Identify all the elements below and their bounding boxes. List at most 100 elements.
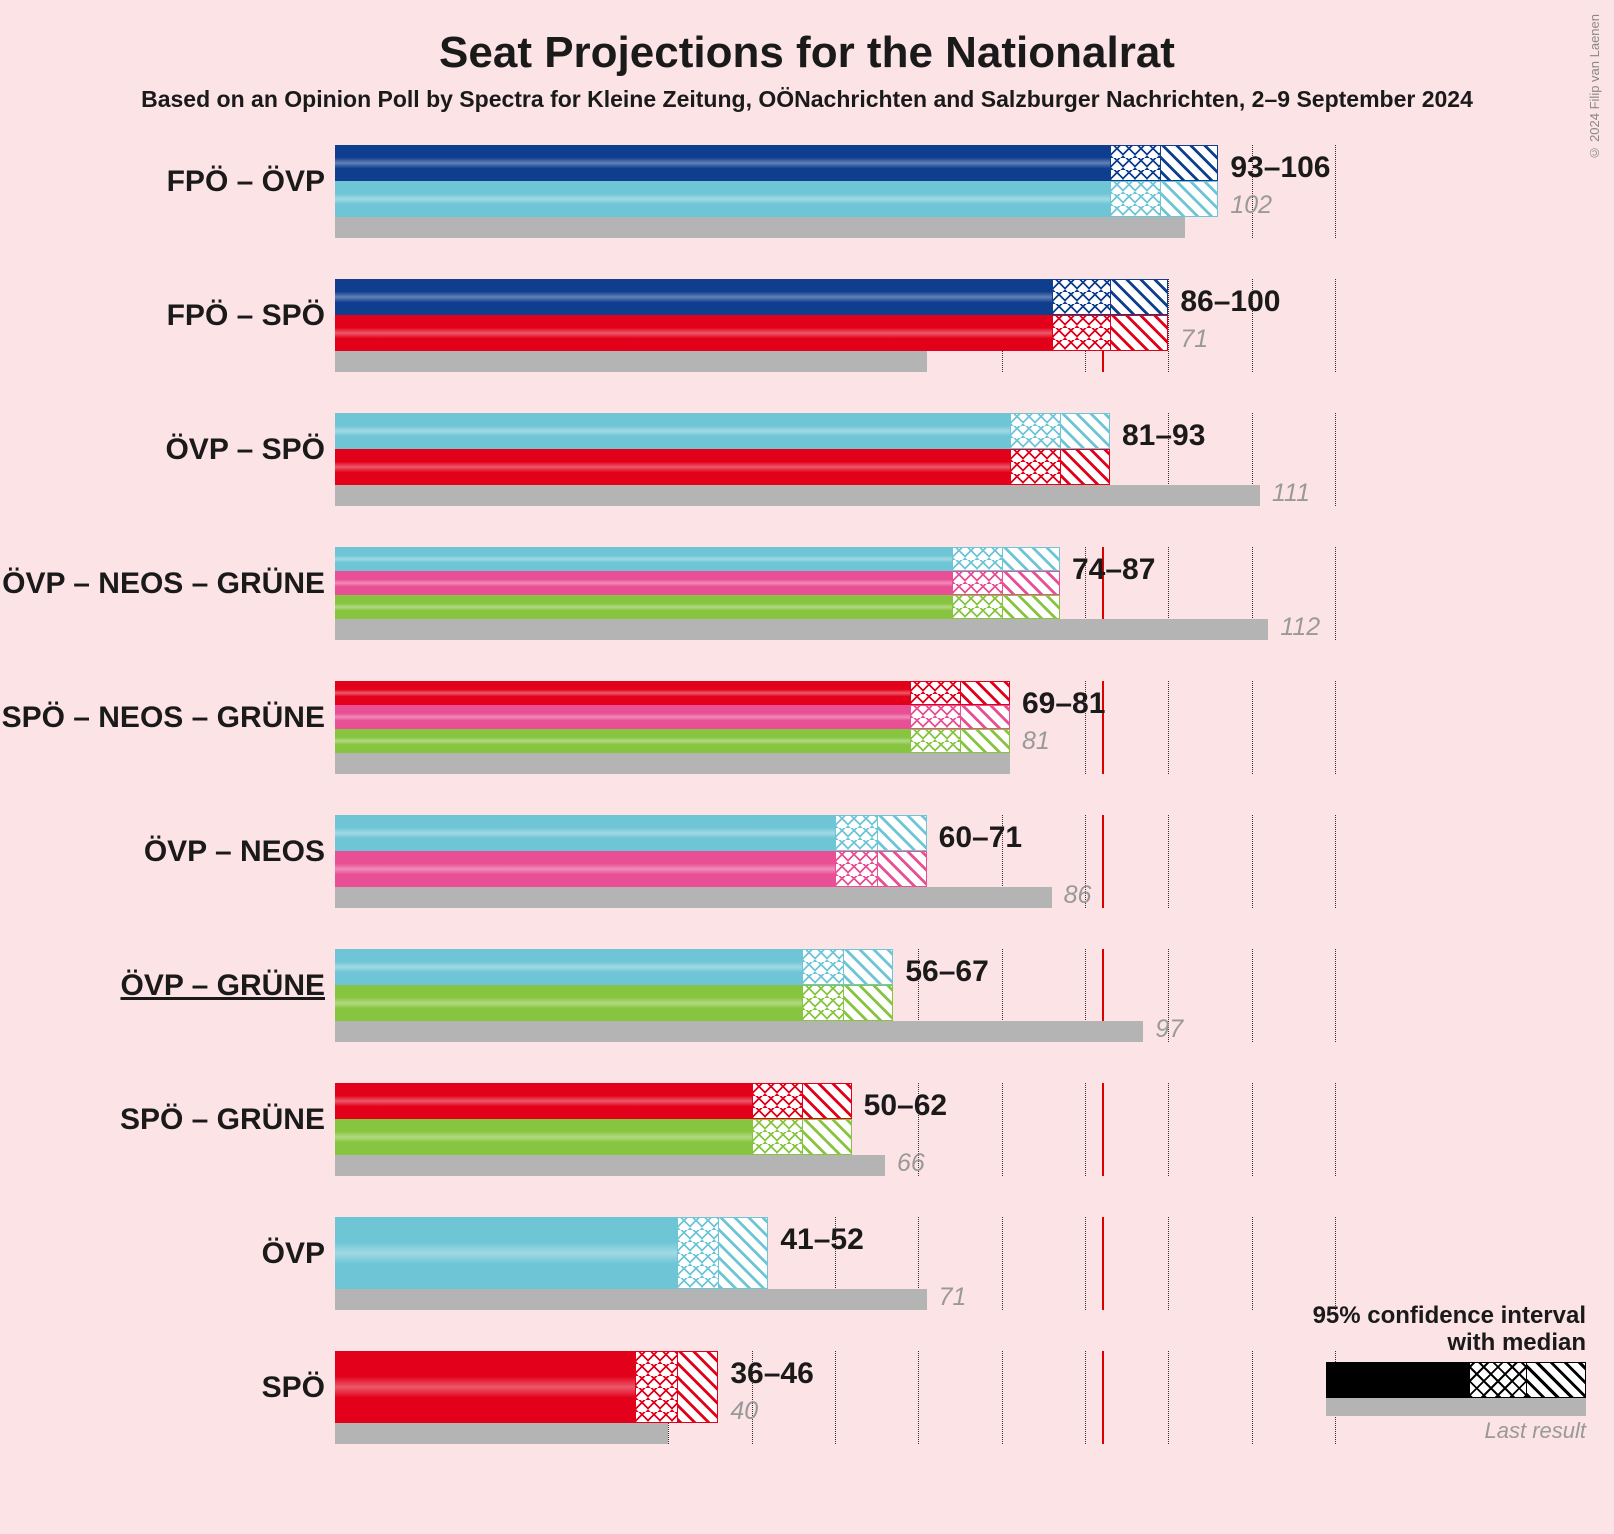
chart-subtitle: Based on an Opinion Poll by Spectra for … — [0, 78, 1614, 113]
projection-bar — [335, 705, 910, 729]
projection-bar — [335, 681, 910, 705]
projection-bar — [335, 595, 952, 619]
range-label: 69–81 — [1022, 687, 1105, 721]
gridline — [1335, 815, 1336, 908]
last-result-bar — [335, 753, 1010, 774]
range-label: 86–100 — [1180, 285, 1280, 319]
gridline — [1252, 1217, 1253, 1310]
gridline — [1085, 1351, 1086, 1444]
gridline — [1168, 1217, 1169, 1310]
range-label: 36–46 — [730, 1357, 813, 1391]
legend-line-2: with median — [1313, 1330, 1586, 1356]
last-result-label: 102 — [1230, 191, 1272, 220]
coalition-row: FPÖ – SPÖ86–10071 — [335, 279, 1335, 389]
coalition-label: SPÖ – GRÜNE — [120, 1103, 325, 1137]
majority-line — [1102, 1351, 1104, 1444]
coalition-label: SPÖ – NEOS – GRÜNE — [2, 701, 325, 735]
gridline — [1168, 681, 1169, 774]
majority-line — [1102, 815, 1104, 908]
range-label: 60–71 — [939, 821, 1022, 855]
gridline — [1335, 1083, 1336, 1176]
coalition-row: FPÖ – ÖVP93–106102 — [335, 145, 1335, 255]
gridline — [1335, 547, 1336, 640]
last-result-label: 81 — [1022, 727, 1050, 756]
coalition-row: ÖVP – SPÖ81–93111 — [335, 413, 1335, 523]
gridline — [1168, 815, 1169, 908]
gridline — [1335, 145, 1336, 238]
projection-bar — [335, 413, 1010, 449]
legend-last-label: Last result — [1313, 1418, 1586, 1444]
range-label: 74–87 — [1072, 553, 1155, 587]
gridline — [1002, 1083, 1003, 1176]
projection-bar — [335, 547, 952, 571]
projection-bar — [335, 279, 1052, 315]
last-result-bar — [335, 485, 1260, 506]
gridline — [1168, 1351, 1169, 1444]
last-result-bar — [335, 619, 1268, 640]
coalition-label: SPÖ — [262, 1371, 325, 1405]
legend-last-bar — [1326, 1398, 1586, 1416]
last-result-bar — [335, 1289, 927, 1310]
gridline — [1252, 949, 1253, 1042]
coalition-row: ÖVP – NEOS60–7186 — [335, 815, 1335, 925]
gridline — [1252, 681, 1253, 774]
coalition-label: FPÖ – SPÖ — [167, 299, 325, 333]
legend-line-1: 95% confidence interval — [1313, 1303, 1586, 1329]
projection-bar — [335, 949, 802, 985]
gridline — [835, 1351, 836, 1444]
last-result-bar — [335, 887, 1052, 908]
coalition-label: FPÖ – ÖVP — [167, 165, 325, 199]
gridline — [1252, 815, 1253, 908]
gridline — [1085, 1217, 1086, 1310]
coalition-row: ÖVP – GRÜNE56–6797 — [335, 949, 1335, 1059]
projection-bar — [335, 1083, 752, 1119]
coalition-label: ÖVP – NEOS – GRÜNE — [2, 567, 325, 601]
gridline — [1335, 279, 1336, 372]
gridline — [1168, 279, 1169, 372]
projection-bar — [335, 449, 1010, 485]
coalition-label: ÖVP — [262, 1237, 325, 1271]
last-result-bar — [335, 351, 927, 372]
last-result-label: 112 — [1280, 613, 1320, 642]
last-result-label: 86 — [1064, 881, 1092, 910]
last-result-bar — [335, 1155, 885, 1176]
last-result-label: 71 — [1180, 325, 1208, 354]
coalition-row: ÖVP – NEOS – GRÜNE74–87112 — [335, 547, 1335, 657]
gridline — [1335, 949, 1336, 1042]
last-result-bar — [335, 217, 1185, 238]
gridline — [1002, 1217, 1003, 1310]
gridline — [1002, 1351, 1003, 1444]
coalition-label: ÖVP – NEOS — [144, 835, 325, 869]
projection-bar — [335, 851, 835, 887]
gridline — [1335, 1217, 1336, 1310]
last-result-bar — [335, 1021, 1143, 1042]
coalition-row: SPÖ – GRÜNE50–6266 — [335, 1083, 1335, 1193]
projection-bar — [335, 145, 1110, 181]
gridline — [1252, 1351, 1253, 1444]
coalition-label: ÖVP – GRÜNE — [120, 969, 325, 1003]
last-result-label: 71 — [939, 1283, 967, 1312]
majority-line — [1102, 1217, 1104, 1310]
projection-bar — [335, 1351, 635, 1423]
last-result-bar — [335, 1423, 668, 1444]
copyright-notice: © 2024 Filip van Laenen — [1587, 14, 1602, 161]
chart-plot-area: FPÖ – ÖVP93–106102FPÖ – SPÖ86–10071ÖVP –… — [335, 145, 1335, 1485]
majority-line — [1102, 1083, 1104, 1176]
projection-bar — [335, 815, 835, 851]
coalition-label: ÖVP – SPÖ — [165, 433, 325, 467]
coalition-row: SPÖ – NEOS – GRÜNE69–8181 — [335, 681, 1335, 791]
projection-bar — [335, 571, 952, 595]
gridline — [1085, 1083, 1086, 1176]
last-result-label: 111 — [1272, 479, 1310, 508]
range-label: 93–106 — [1230, 151, 1330, 185]
range-label: 56–67 — [905, 955, 988, 989]
gridline — [1335, 681, 1336, 774]
last-result-label: 66 — [897, 1149, 925, 1178]
gridline — [1252, 1083, 1253, 1176]
projection-bar — [335, 315, 1052, 351]
chart-title: Seat Projections for the Nationalrat — [0, 0, 1614, 78]
projection-bar — [335, 1119, 752, 1155]
gridline — [918, 1351, 919, 1444]
projection-bar — [335, 729, 910, 753]
coalition-row: ÖVP41–5271 — [335, 1217, 1335, 1327]
